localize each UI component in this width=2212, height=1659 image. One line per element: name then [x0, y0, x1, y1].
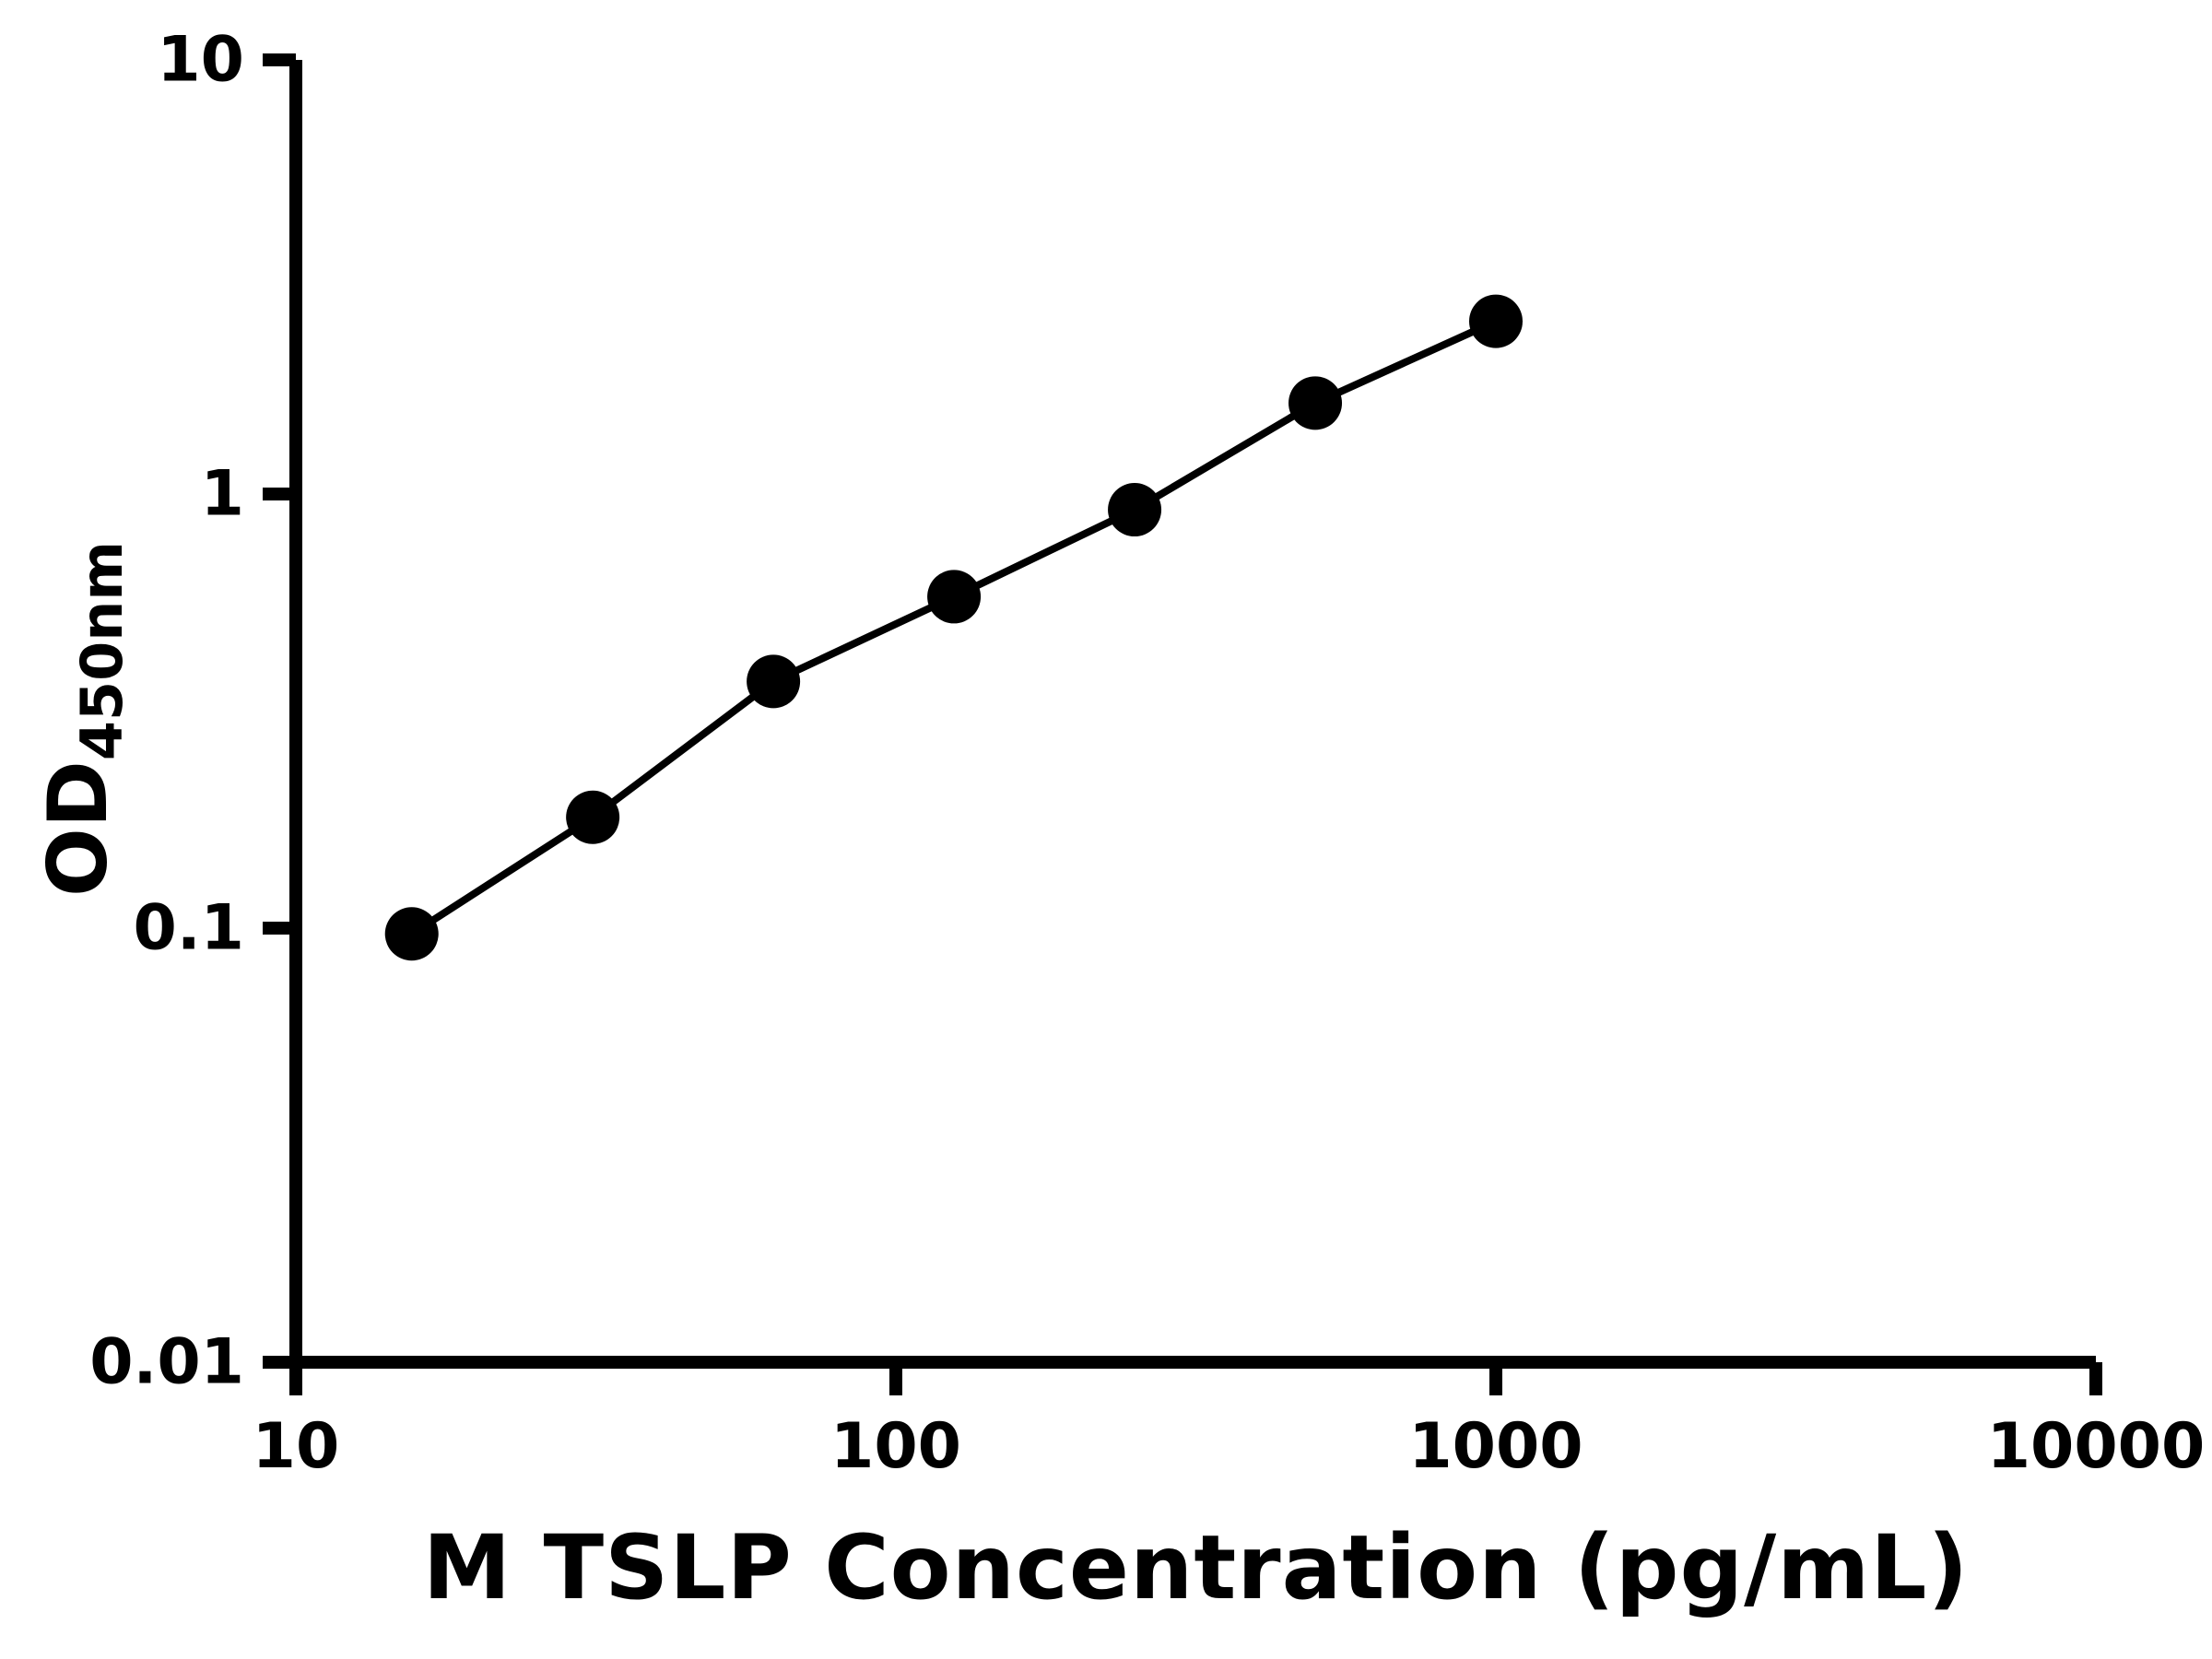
data-point	[1108, 483, 1162, 537]
data-point	[1469, 294, 1523, 348]
y-tick-label: 1	[201, 458, 244, 531]
x-tick-label: 10	[253, 1410, 340, 1483]
x-tick-label: 10000	[1987, 1410, 2206, 1483]
x-axis-title: M TSLP Concentration (pg/mL)	[422, 1516, 1970, 1619]
y-tick-label: 0.1	[134, 892, 244, 965]
data-point	[747, 654, 801, 709]
y-tick-label: 10	[157, 24, 244, 97]
y-axis-title-subscript: 450nm	[68, 540, 136, 761]
x-tick-label: 1000	[1408, 1410, 1583, 1483]
y-axis-title-main: OD	[29, 760, 125, 898]
data-point	[1288, 376, 1343, 430]
data-point	[384, 907, 439, 961]
y-tick-label: 0.01	[89, 1326, 244, 1399]
data-point	[927, 570, 982, 624]
x-tick-label: 100	[830, 1410, 961, 1483]
y-axis-title: OD450nm	[30, 541, 135, 897]
data-point	[566, 790, 620, 844]
